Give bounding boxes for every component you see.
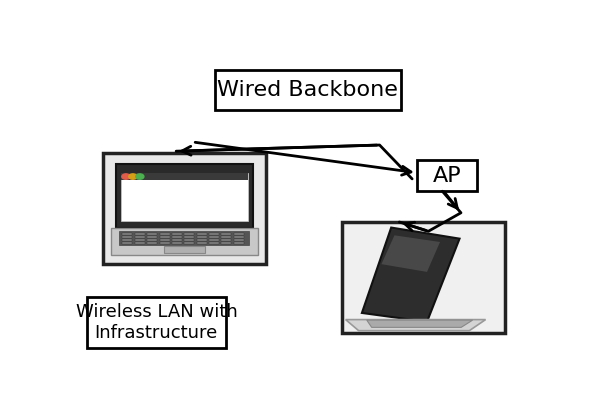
Bar: [343, 222, 505, 333]
Bar: [147, 242, 157, 244]
Bar: [221, 233, 232, 235]
Bar: [160, 233, 170, 235]
Bar: [147, 233, 157, 235]
Bar: [135, 242, 145, 244]
Bar: [209, 242, 219, 244]
Bar: [121, 173, 248, 180]
Bar: [221, 236, 232, 238]
Text: Wireless LAN with
Infrastructure: Wireless LAN with Infrastructure: [76, 304, 237, 342]
Bar: [234, 242, 244, 244]
Bar: [121, 173, 248, 222]
Bar: [209, 239, 219, 241]
Bar: [147, 236, 157, 238]
Polygon shape: [382, 235, 440, 272]
Bar: [164, 246, 205, 253]
Bar: [172, 233, 182, 235]
Bar: [135, 239, 145, 241]
Bar: [111, 228, 257, 255]
Bar: [172, 242, 182, 244]
Circle shape: [129, 174, 137, 179]
Bar: [221, 242, 232, 244]
Bar: [160, 242, 170, 244]
Bar: [184, 242, 194, 244]
Bar: [184, 236, 194, 238]
Text: AP: AP: [433, 166, 461, 186]
Bar: [135, 233, 145, 235]
Bar: [160, 236, 170, 238]
Bar: [119, 231, 250, 246]
Bar: [122, 242, 133, 244]
Polygon shape: [362, 228, 460, 322]
Bar: [197, 233, 207, 235]
Bar: [147, 239, 157, 241]
Bar: [197, 236, 207, 238]
Bar: [135, 236, 145, 238]
Bar: [209, 233, 219, 235]
Bar: [122, 233, 133, 235]
Bar: [122, 239, 133, 241]
Bar: [234, 236, 244, 238]
Polygon shape: [346, 320, 485, 331]
Bar: [122, 236, 133, 238]
Bar: [86, 298, 226, 348]
Polygon shape: [367, 320, 473, 327]
Bar: [160, 239, 170, 241]
Bar: [234, 239, 244, 241]
Bar: [172, 239, 182, 241]
Text: Wired Backbone: Wired Backbone: [217, 80, 398, 100]
Bar: [103, 153, 266, 264]
Bar: [234, 233, 244, 235]
Bar: [215, 70, 401, 110]
Bar: [116, 164, 253, 228]
Circle shape: [122, 174, 130, 179]
Circle shape: [136, 174, 144, 179]
Bar: [172, 236, 182, 238]
Bar: [184, 239, 194, 241]
Bar: [221, 239, 232, 241]
Bar: [184, 233, 194, 235]
Bar: [197, 239, 207, 241]
Bar: [417, 160, 477, 191]
Bar: [197, 242, 207, 244]
Bar: [209, 236, 219, 238]
